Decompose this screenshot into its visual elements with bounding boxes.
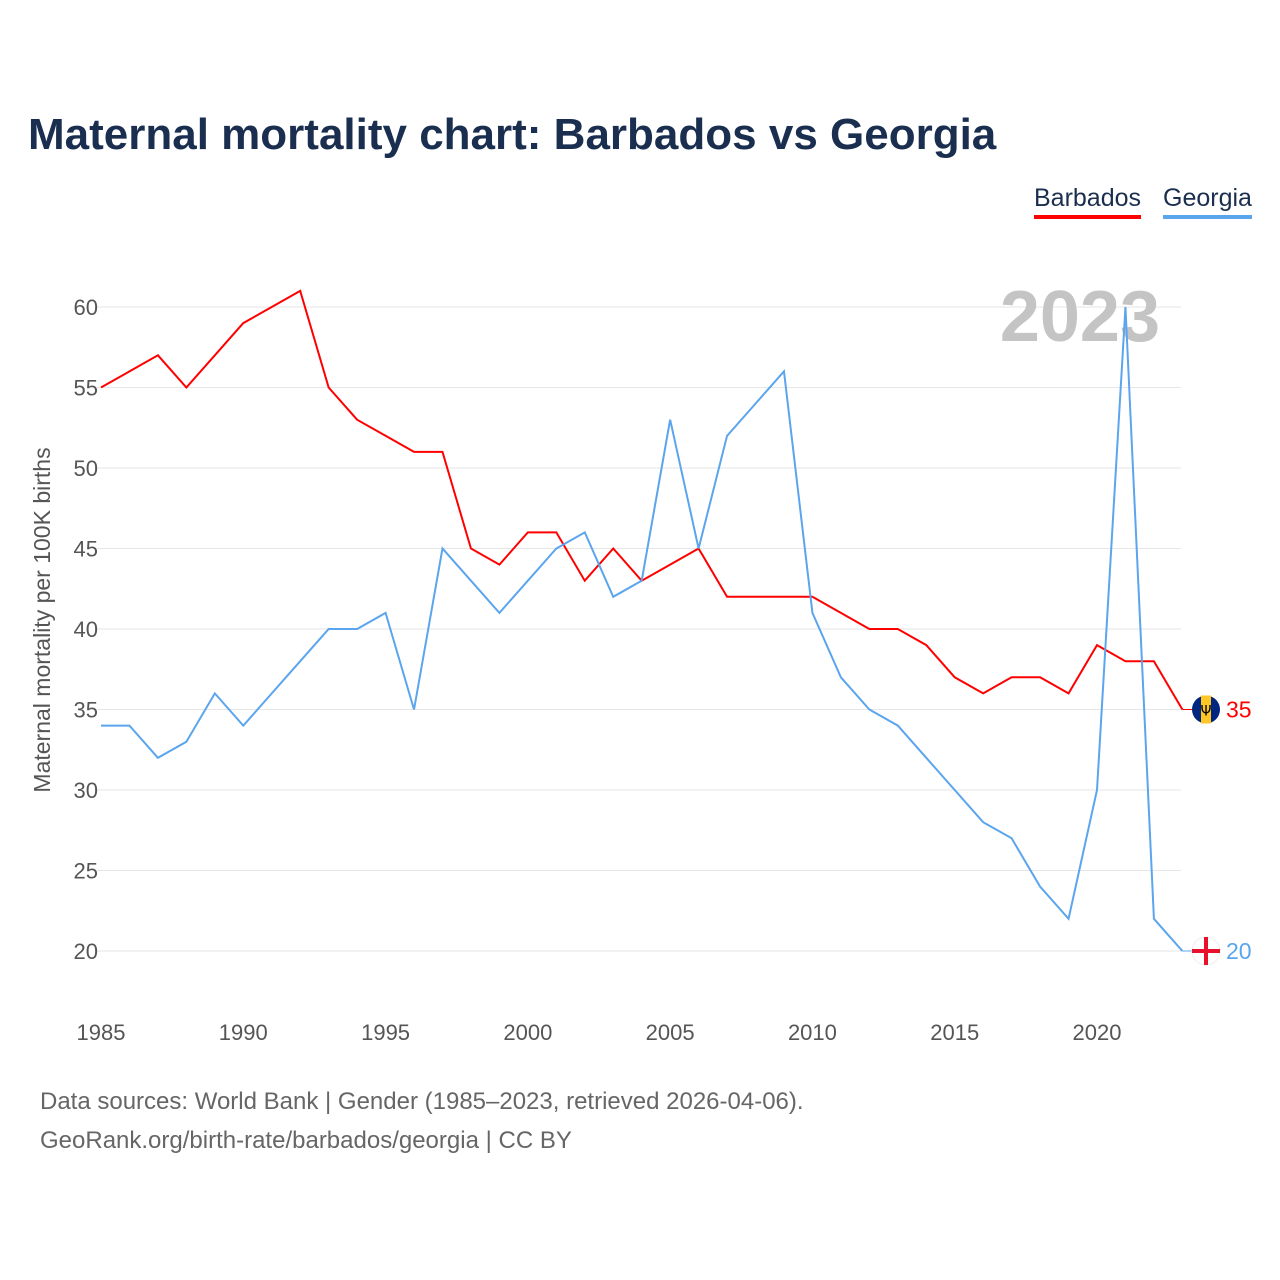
y-tick-label: 20 <box>74 939 98 964</box>
chart-title: Maternal mortality chart: Barbados vs Ge… <box>28 110 997 159</box>
y-tick-label: 25 <box>74 859 98 884</box>
x-tick-label: 1995 <box>361 1020 410 1045</box>
legend-georgia[interactable]: Georgia <box>1163 184 1252 219</box>
credit-text: GeoRank.org/birth-rate/barbados/georgia … <box>40 1127 572 1154</box>
x-tick-label: 1985 <box>77 1020 126 1045</box>
series-line-georgia <box>101 306 1184 952</box>
y-tick-label: 45 <box>74 537 98 562</box>
source-text: Data sources: World Bank | Gender (1985–… <box>40 1088 804 1115</box>
y-tick-label: 35 <box>74 698 98 723</box>
year-label: 2023 <box>1000 277 1160 357</box>
y-tick-label: 40 <box>74 617 98 642</box>
y-tick-label: 55 <box>74 376 98 401</box>
y-tick-label: 50 <box>74 456 98 481</box>
x-tick-label: 2000 <box>503 1020 552 1045</box>
georgia-flag-cross-h <box>1192 949 1220 953</box>
barbados-flag-stripe <box>1201 695 1211 724</box>
x-tick-label: 2020 <box>1073 1020 1122 1045</box>
legend-barbados[interactable]: Barbados <box>1034 184 1142 219</box>
x-tick-label: 2015 <box>930 1020 979 1045</box>
end-value-label: 35 <box>1226 697 1252 723</box>
end-value-label: 20 <box>1226 938 1252 964</box>
x-tick-label: 2010 <box>788 1020 837 1045</box>
y-tick-label: 60 <box>74 295 98 320</box>
x-tick-label: 2005 <box>646 1020 695 1045</box>
trident-icon: Ψ <box>1200 704 1211 720</box>
x-tick-label: 1990 <box>219 1020 268 1045</box>
y-axis-label: Maternal mortality per 100K births <box>29 447 55 792</box>
y-tick-label: 30 <box>74 778 98 803</box>
